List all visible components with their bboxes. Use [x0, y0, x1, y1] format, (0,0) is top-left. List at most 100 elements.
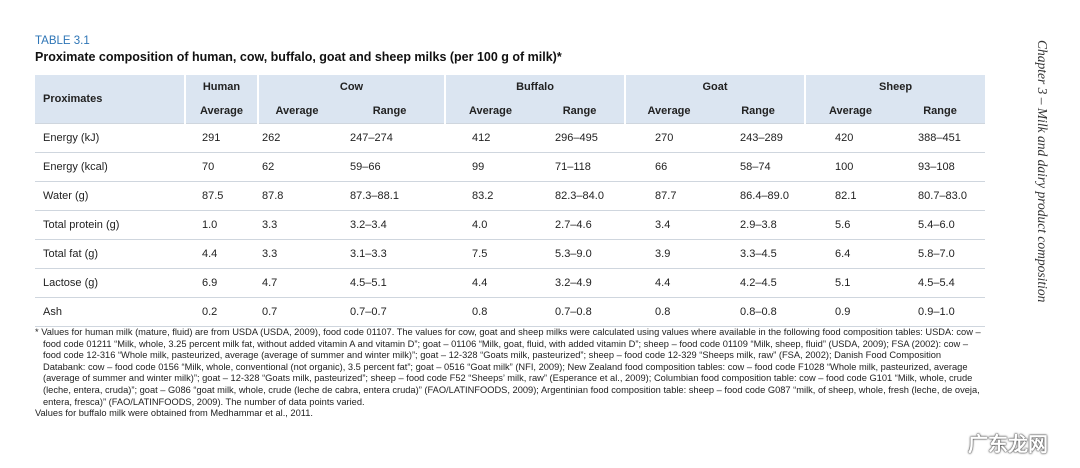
chapter-side-text: Chapter 3 – Milk and dairy product compo…	[1035, 40, 1050, 303]
table-row: Total fat (g) 4.4 3.3 3.1–3.3 7.5 5.3–9.0 3.9 3…	[35, 239, 986, 269]
cell: 59–66	[335, 152, 446, 182]
table-row: Energy (kJ) 291 262 247–274 412 296–495 270 243…	[35, 123, 986, 153]
cell: 3.3	[258, 239, 335, 269]
cell: 87.7	[625, 181, 713, 211]
cell: 296–495	[535, 123, 626, 153]
cell: 5.3–9.0	[535, 239, 626, 269]
cell: 3.2–4.9	[535, 268, 626, 298]
cell: 87.8	[258, 181, 335, 211]
table-row: Water (g) 87.5 87.8 87.3–88.1 83.2 82.3–84.0 8…	[35, 181, 986, 211]
table-row: Total protein (g) 1.0 3.3 3.2–3.4 4.0 2.7–4.6…	[35, 210, 986, 240]
cell: 6.9	[185, 268, 258, 298]
column-header: Range	[535, 99, 626, 124]
cell: 0.8–0.8	[712, 297, 806, 327]
table-row: Ash 0.2 0.7 0.7–0.7 0.8 0.7–0.8 0.8 0.8–0.8 0.9 0…	[35, 297, 986, 327]
cell: 243–289	[712, 123, 806, 153]
cell: 0.7–0.7	[335, 297, 446, 327]
column-header: Average	[804, 99, 896, 124]
row-label: Ash	[35, 297, 185, 327]
column-header: Range	[335, 99, 446, 124]
cell: 3.2–3.4	[335, 210, 446, 240]
header-row: Average Average Range Average Range Average Ra…	[35, 99, 986, 124]
cell: 5.1	[805, 268, 896, 298]
cell: 420	[805, 123, 896, 153]
row-header: Proximates	[35, 75, 185, 124]
group-header: Human	[184, 75, 258, 99]
table-row: Lactose (g) 6.9 4.7 4.5–5.1 4.4 3.2–4.9 4.4 4.2…	[35, 268, 986, 298]
cell: 87.3–88.1	[335, 181, 446, 211]
cell: 4.4	[625, 268, 713, 298]
cell: 3.1–3.3	[335, 239, 446, 269]
row-label: Water (g)	[35, 181, 185, 211]
group-header: Cow	[256, 75, 446, 99]
cell: 388–451	[895, 123, 986, 153]
watermark: 广东龙网	[968, 434, 1048, 456]
cell: 0.7–0.8	[535, 297, 626, 327]
cell: 82.1	[805, 181, 896, 211]
cell: 71–118	[535, 152, 626, 182]
footnote: * Values for human milk (mature, fluid) …	[35, 327, 985, 420]
cell: 80.7–83.0	[895, 181, 986, 211]
cell: 262	[258, 123, 335, 153]
cell: 0.9	[805, 297, 896, 327]
cell: 4.4	[445, 268, 536, 298]
table-header: Proximates Human Cow Buffalo Goat Sheep Averag…	[35, 75, 986, 124]
table-title: Proximate composition of human, cow, buf…	[35, 50, 562, 64]
cell: 291	[185, 123, 258, 153]
cell: 0.8	[445, 297, 536, 327]
column-header: Average	[257, 99, 335, 124]
cell: 4.5–5.1	[335, 268, 446, 298]
cell: 7.5	[445, 239, 536, 269]
cell: 5.8–7.0	[895, 239, 986, 269]
cell: 4.7	[258, 268, 335, 298]
cell: 2.7–4.6	[535, 210, 626, 240]
table-row: Energy (kcal) 70 62 59–66 99 71–118 66 58–74 100…	[35, 152, 986, 182]
cell: 86.4–89.0	[712, 181, 806, 211]
cell: 4.2–4.5	[712, 268, 806, 298]
table-body: Energy (kJ) 291 262 247–274 412 296–495 270 243…	[35, 123, 986, 327]
cell: 3.4	[625, 210, 713, 240]
cell: 412	[445, 123, 536, 153]
cell: 4.5–5.4	[895, 268, 986, 298]
cell: 66	[625, 152, 713, 182]
column-header: Range	[712, 99, 806, 124]
row-label: Energy (kJ)	[35, 123, 185, 153]
group-header: Buffalo	[444, 75, 626, 99]
group-header: Sheep	[804, 75, 986, 99]
cell: 58–74	[712, 152, 806, 182]
row-label: Total protein (g)	[35, 210, 185, 240]
cell: 0.8	[625, 297, 713, 327]
cell: 5.4–6.0	[895, 210, 986, 240]
table-label: TABLE 3.1	[35, 35, 90, 47]
cell: 3.9	[625, 239, 713, 269]
cell: 3.3	[258, 210, 335, 240]
column-header: Average	[624, 99, 713, 124]
cell: 1.0	[185, 210, 258, 240]
row-label: Lactose (g)	[35, 268, 185, 298]
column-header: Average	[184, 99, 258, 124]
cell: 6.4	[805, 239, 896, 269]
row-label: Energy (kcal)	[35, 152, 185, 182]
footnote-paragraph: * Values for human milk (mature, fluid) …	[35, 327, 981, 407]
cell: 247–274	[335, 123, 446, 153]
row-label: Total fat (g)	[35, 239, 185, 269]
cell: 62	[258, 152, 335, 182]
cell: 82.3–84.0	[535, 181, 626, 211]
data-table: Proximates Human Cow Buffalo Goat Sheep Averag…	[35, 75, 986, 327]
footnote-paragraph: Values for buffalo milk were obtained fr…	[35, 408, 314, 419]
header-row: Proximates Human Cow Buffalo Goat Sheep	[35, 75, 986, 124]
cell: 99	[445, 152, 536, 182]
cell: 0.2	[185, 297, 258, 327]
column-header: Range	[895, 99, 986, 124]
cell: 87.5	[185, 181, 258, 211]
cell: 100	[805, 152, 896, 182]
cell: 2.9–3.8	[712, 210, 806, 240]
cell: 270	[625, 123, 713, 153]
cell: 5.6	[805, 210, 896, 240]
cell: 70	[185, 152, 258, 182]
cell: 0.7	[258, 297, 335, 327]
cell: 93–108	[895, 152, 986, 182]
cell: 4.0	[445, 210, 536, 240]
group-header: Goat	[624, 75, 806, 99]
